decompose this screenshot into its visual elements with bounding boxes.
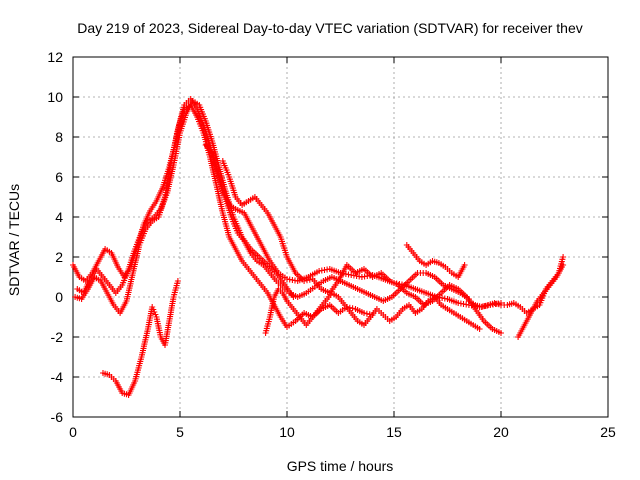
x-tick-label: 0: [69, 424, 77, 440]
series-track-j: [515, 262, 567, 340]
x-tick-label: 25: [600, 424, 616, 440]
y-tick-label: 4: [55, 209, 63, 225]
x-tick-label: 5: [176, 424, 184, 440]
series-layer: [70, 96, 567, 398]
series-track-f: [219, 158, 504, 336]
x-tick-label: 10: [279, 424, 295, 440]
data-point: [476, 326, 483, 332]
data-point: [174, 278, 181, 284]
data-point: [306, 276, 313, 283]
data-point: [498, 330, 504, 336]
y-tick-label: 10: [47, 89, 63, 105]
y-tick-label: -6: [51, 409, 64, 425]
data-point: [349, 305, 356, 312]
chart-title: Day 219 of 2023, Sidereal Day-to-day VTE…: [77, 20, 583, 36]
data-point: [301, 278, 308, 284]
data-point: [361, 310, 367, 316]
series-track-b: [74, 98, 297, 300]
data-point: [560, 262, 567, 268]
data-point: [363, 310, 370, 317]
series-track-d: [100, 278, 181, 398]
data-point: [304, 277, 310, 284]
series-track-g: [262, 286, 483, 336]
y-tick-label: -2: [51, 329, 64, 345]
y-tick-label: 12: [47, 49, 63, 65]
series-track-e: [202, 142, 472, 304]
y-tick-label: 2: [55, 249, 63, 265]
x-tick-label: 15: [386, 424, 402, 440]
data-point: [560, 254, 567, 260]
x-tick-label: 20: [493, 424, 509, 440]
series-track-h: [403, 242, 468, 280]
y-axis-label: SDTVAR / TECUs: [6, 184, 22, 296]
y-tick-label: -4: [51, 369, 64, 385]
x-axis-label: GPS time / hours: [287, 458, 394, 474]
y-tick-label: 0: [55, 289, 63, 305]
y-tick-label: 8: [55, 129, 63, 145]
data-point: [461, 262, 468, 268]
y-tick-label: 6: [55, 169, 63, 185]
axis-ticks: 0 5 10 15 20 25 -6 -4 -2 0 2 4 6 8 10 12: [47, 49, 616, 440]
plot-frame: [72, 56, 609, 418]
